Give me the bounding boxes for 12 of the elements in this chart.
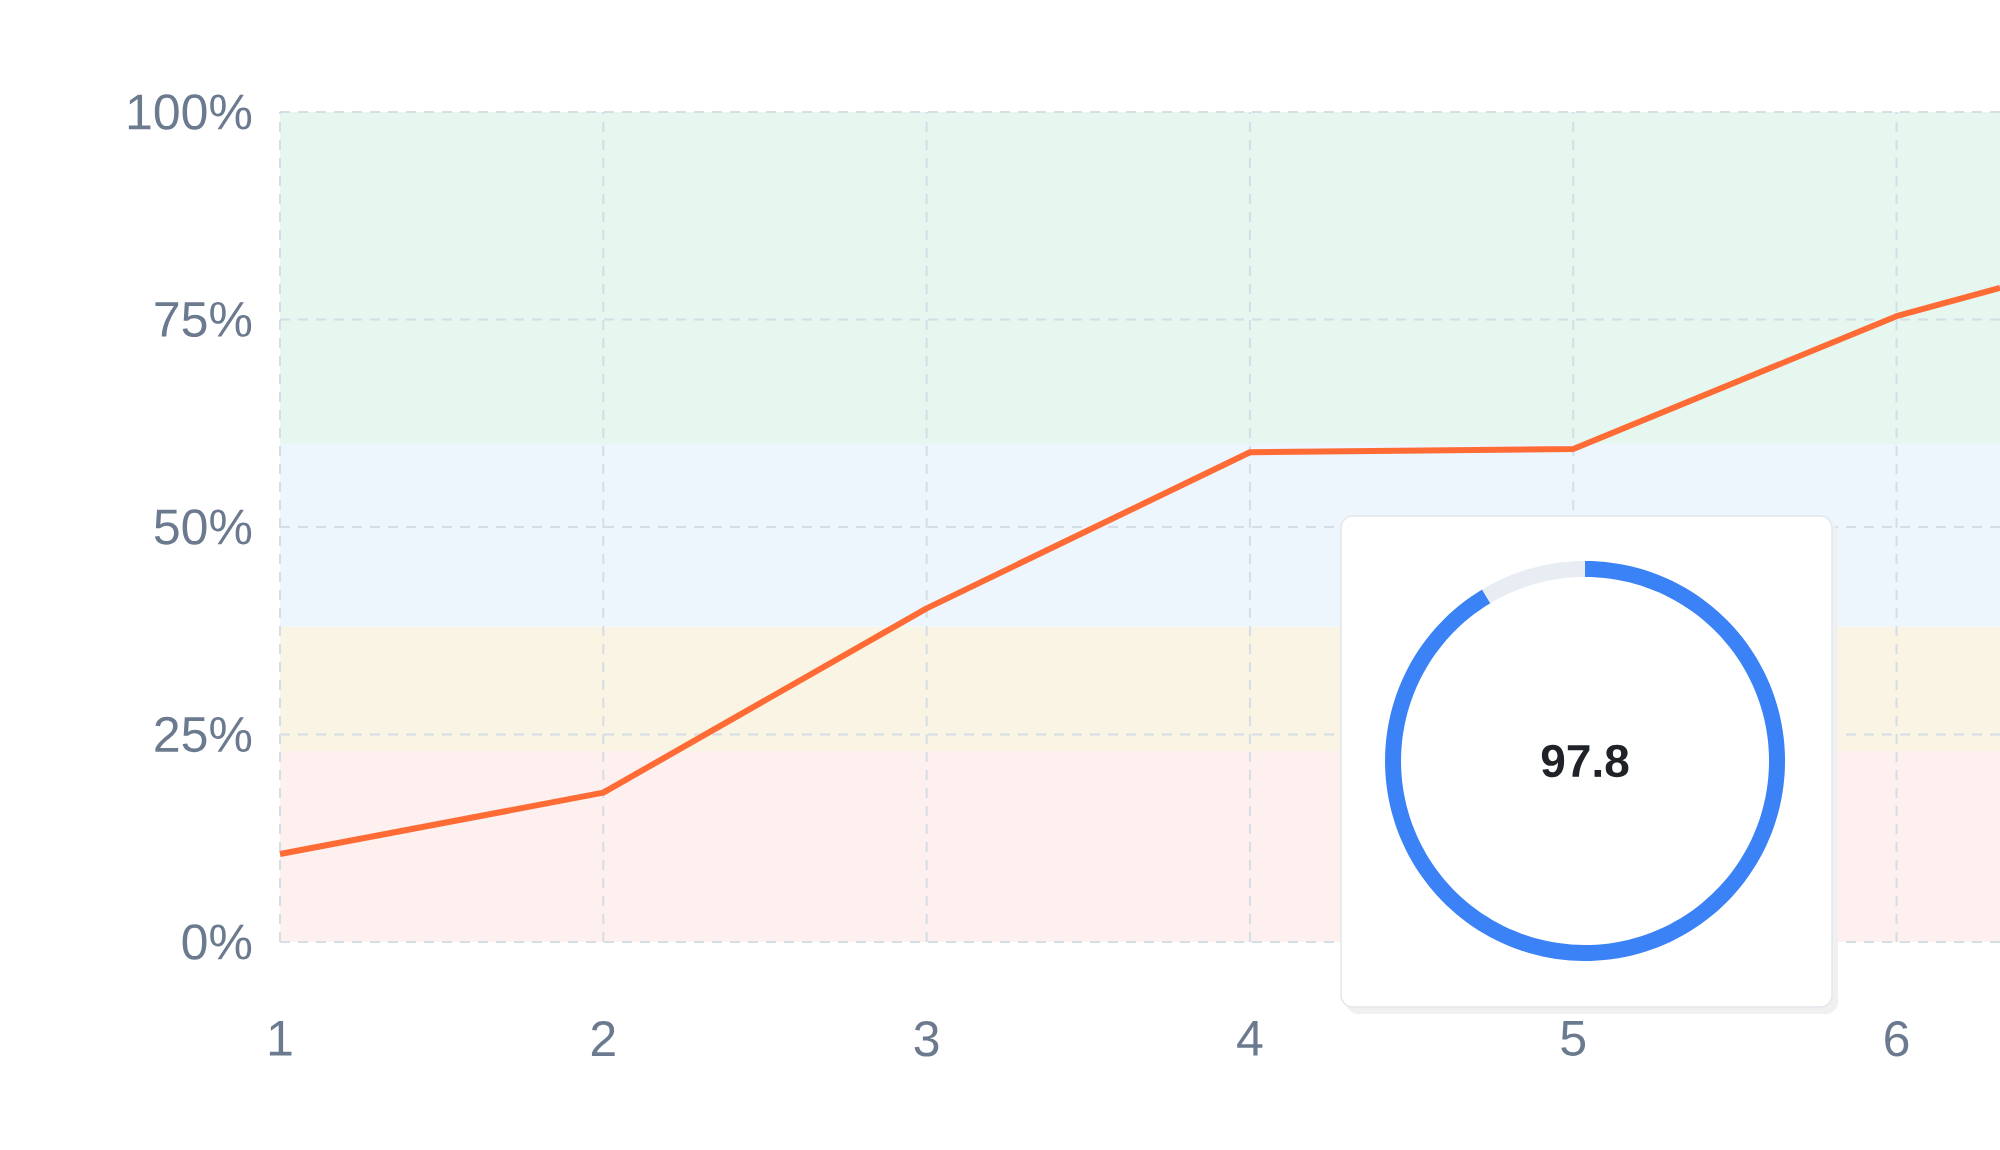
x-tick-label: 6: [1885, 1021, 1909, 1057]
y-tick-label: 100%: [128, 94, 252, 130]
x-tick-label: 3: [914, 1021, 939, 1057]
y-tick-label: 75%: [155, 301, 252, 338]
x-tick-label: 4: [1237, 1021, 1263, 1056]
y-tick-label: 50%: [154, 509, 252, 545]
y-tick-label: 0%: [182, 924, 252, 960]
x-tick-label: 1: [269, 1021, 292, 1056]
x-tick-label: 2: [591, 1021, 615, 1056]
y-tick-label: 25%: [155, 716, 252, 753]
x-tick-label: 5: [1561, 1021, 1586, 1056]
annotation: 97.8: [1541, 744, 1629, 778]
